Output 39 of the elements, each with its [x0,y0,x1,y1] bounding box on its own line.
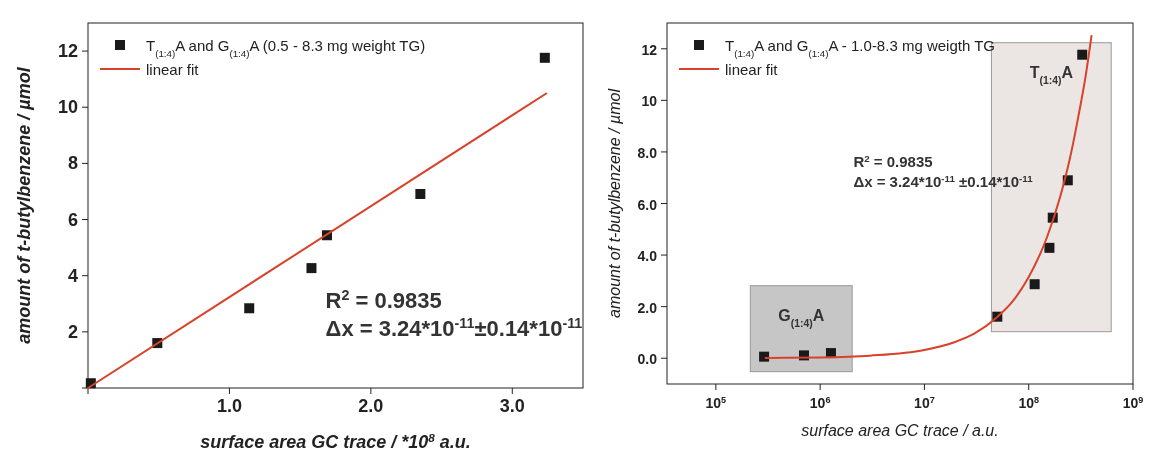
y-tick-label: 4.0 [637,248,658,265]
y-tick-label: 12 [57,41,78,62]
y-tick-label: 8 [67,153,78,174]
x-axis-title: surface area GC trace / *10$^{8}$ a.u. [200,430,471,450]
x-tick-label: 10$^{8}$ [1018,395,1040,411]
point [539,52,550,63]
legend-label: T$_{(1:4)}$A and G$_{(1:4)}$A (0.5 - 8.3 mg weight TG) [146,37,426,59]
annotation: R$^{2}$ = 0.9835 [325,286,442,313]
y-tick-label: 10 [641,93,658,110]
point [306,263,317,274]
point [415,188,426,199]
x-tick-label: 3.0 [499,396,525,416]
y-tick-label: 10 [57,97,78,118]
y-tick-label: 6.0 [637,196,658,213]
y-tick-label: 6 [67,209,78,230]
x-tick-label: 1.0 [216,396,242,416]
point [244,303,255,314]
x-tick-label: 10$^{5}$ [705,395,727,411]
y-axis-title: amount of t-butylbenzene / µmol [606,88,623,318]
annotation: Δx = 3.24*10$^{-11}$±0.14*10$^{-11}$ [325,315,583,342]
band-label: G$_{(1:4)}$A [778,306,825,329]
x-tick-label: 10$^{7}$ [914,395,935,411]
y-tick-label: 2.0 [637,299,658,316]
x-axis-title: surface area GC trace / a.u. [801,422,999,439]
y-tick-label: 0.0 [637,351,658,368]
x-tick-label: 2.0 [358,396,384,416]
annotation: R$^{2}$ = 0.9835 [853,152,933,171]
y-tick-label: 2 [67,321,78,342]
y-axis-title: amount of t-butylbenzene / µmol [14,66,34,344]
annotation: Δx = 3.24*10$^{-11}$ ±0.14*10$^{-11}$ [853,172,1034,190]
x-tick-label: 10$^{9}$ [1122,395,1144,411]
legend-label: linear fit [146,61,200,78]
y-tick-label: 4 [67,265,78,286]
legend-label: linear fit [725,61,779,78]
y-tick-label: 12 [641,41,658,58]
y-tick-label: 8.0 [637,144,658,161]
x-tick-label: 10$^{6}$ [809,395,831,411]
band-label: T$_{(1:4)}$A [1029,63,1074,86]
legend-label: T$_{(1:4)}$A and G$_{(1:4)}$A - 1.0-8.3 mg weigth TG [725,37,995,59]
